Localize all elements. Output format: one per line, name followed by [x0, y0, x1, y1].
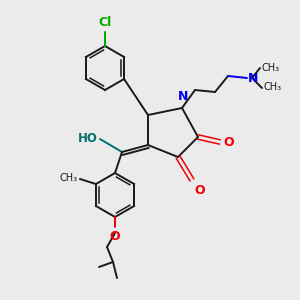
Text: Cl: Cl: [98, 16, 112, 29]
Text: O: O: [110, 230, 120, 243]
Text: CH₃: CH₃: [262, 63, 280, 73]
Text: O: O: [194, 184, 205, 197]
Text: N: N: [178, 90, 188, 103]
Text: CH₃: CH₃: [264, 82, 282, 92]
Text: CH₃: CH₃: [60, 173, 78, 183]
Text: N: N: [248, 71, 258, 85]
Text: O: O: [223, 136, 234, 148]
Text: HO: HO: [78, 131, 98, 145]
